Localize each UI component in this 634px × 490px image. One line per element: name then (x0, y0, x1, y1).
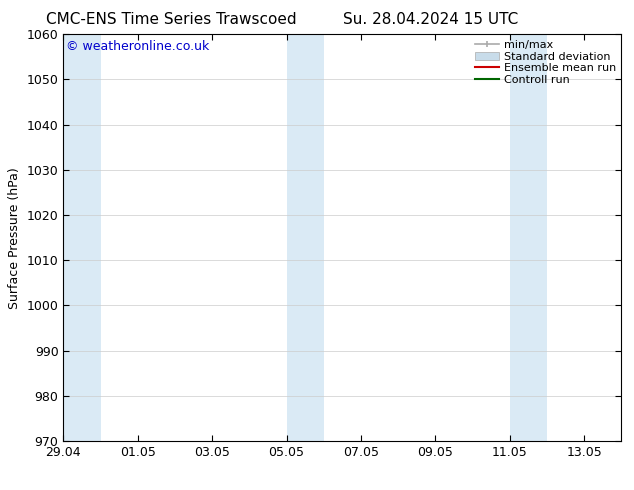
Bar (63, 34, 101, 441)
Bar (287, 34, 324, 441)
Text: CMC-ENS Time Series Trawscoed: CMC-ENS Time Series Trawscoed (46, 12, 297, 27)
Y-axis label: Surface Pressure (hPa): Surface Pressure (hPa) (8, 167, 21, 309)
Text: © weatheronline.co.uk: © weatheronline.co.uk (66, 40, 209, 53)
Bar (510, 34, 547, 441)
Text: Su. 28.04.2024 15 UTC: Su. 28.04.2024 15 UTC (344, 12, 519, 27)
Legend: min/max, Standard deviation, Ensemble mean run, Controll run: min/max, Standard deviation, Ensemble me… (475, 40, 616, 85)
